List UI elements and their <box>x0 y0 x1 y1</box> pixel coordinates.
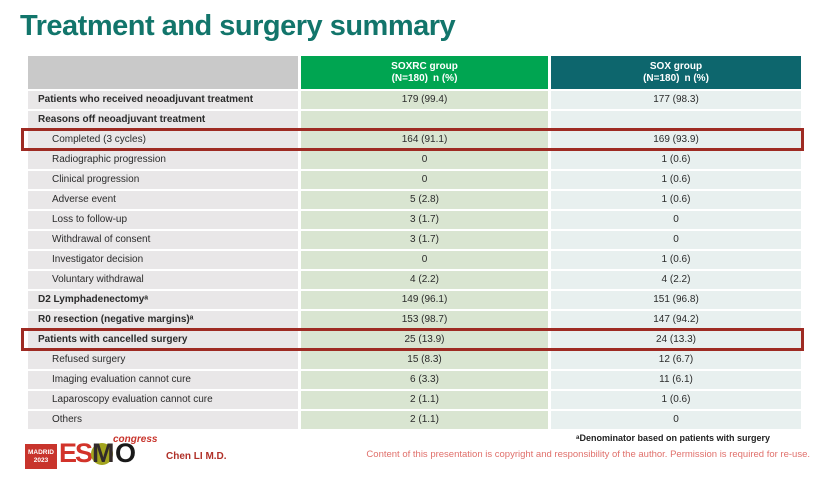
row-soxrc-value: 3 (1.7) <box>301 231 548 249</box>
soxrc-group-name: SOXRC group <box>391 60 458 72</box>
row-soxrc-value: 153 (98.7) <box>301 311 548 329</box>
row-soxrc-value: 164 (91.1) <box>301 131 548 149</box>
row-soxrc-value: 5 (2.8) <box>301 191 548 209</box>
row-label: Adverse event <box>28 191 298 209</box>
madrid-year: 2023 <box>33 456 49 464</box>
table-row: Clinical progression 0 1 (0.6) <box>28 171 801 189</box>
row-label: Reasons off neoadjuvant treatment <box>28 111 298 129</box>
esmo-letters-es: ES <box>59 438 93 468</box>
esmo-letter-m: M <box>92 438 114 468</box>
row-sox-value: 177 (98.3) <box>551 91 801 109</box>
row-label: Voluntary withdrawal <box>28 271 298 289</box>
sox-group-name: SOX group <box>649 60 703 72</box>
row-label: Investigator decision <box>28 251 298 269</box>
row-label: Loss to follow-up <box>28 211 298 229</box>
row-sox-value: 12 (6.7) <box>551 351 801 369</box>
row-label: Others <box>28 411 298 429</box>
table-row: Completed (3 cycles) 164 (91.1) 169 (93.… <box>21 128 804 151</box>
row-sox-value: 24 (13.3) <box>551 331 801 349</box>
row-label: Radiographic progression <box>28 151 298 169</box>
row-sox-value: 11 (6.1) <box>551 371 801 389</box>
soxrc-group-n: (N=180) n (%) <box>391 72 458 84</box>
table-row: Loss to follow-up 3 (1.7) 0 <box>28 211 801 229</box>
row-soxrc-value: 6 (3.3) <box>301 371 548 389</box>
esmo-letter-o: O <box>115 438 136 468</box>
table-row: Imaging evaluation cannot cure 6 (3.3) 1… <box>28 371 801 389</box>
table-row: Reasons off neoadjuvant treatment <box>28 111 801 129</box>
row-sox-value: 1 (0.6) <box>551 171 801 189</box>
table-row: Radiographic progression 0 1 (0.6) <box>28 151 801 169</box>
row-label: Imaging evaluation cannot cure <box>28 371 298 389</box>
row-soxrc-value: 2 (1.1) <box>301 391 548 409</box>
summary-table: SOXRC group (N=180) n (%) SOX group (N=1… <box>21 56 804 431</box>
table-row: R0 resection (negative margins)ᵃ 153 (98… <box>28 311 801 329</box>
table-row: Laparoscopy evaluation cannot cure 2 (1.… <box>28 391 801 409</box>
sox-group-n: (N=180) n (%) <box>643 72 709 84</box>
row-sox-value: 1 (0.6) <box>551 151 801 169</box>
madrid-2023-badge: MADRID 2023 <box>25 444 57 469</box>
table-header-soxrc-group: SOXRC group (N=180) n (%) <box>301 56 548 89</box>
row-label: D2 Lymphadenectomyᵃ <box>28 291 298 309</box>
row-soxrc-value: 179 (99.4) <box>301 91 548 109</box>
row-label: Refused surgery <box>28 351 298 369</box>
table-header-row: SOXRC group (N=180) n (%) SOX group (N=1… <box>28 56 801 89</box>
row-sox-value: 1 (0.6) <box>551 391 801 409</box>
table-body: Patients who received neoadjuvant treatm… <box>21 91 804 429</box>
row-label: Laparoscopy evaluation cannot cure <box>28 391 298 409</box>
table-row: Patients with cancelled surgery 25 (13.9… <box>21 328 804 351</box>
row-soxrc-value: 0 <box>301 171 548 189</box>
row-label: Clinical progression <box>28 171 298 189</box>
row-soxrc-value: 0 <box>301 151 548 169</box>
row-sox-value: 0 <box>551 231 801 249</box>
table-header-empty-cell <box>28 56 298 89</box>
row-sox-value: 147 (94.2) <box>551 311 801 329</box>
row-soxrc-value: 4 (2.2) <box>301 271 548 289</box>
row-soxrc-value: 0 <box>301 251 548 269</box>
row-soxrc-value: 15 (8.3) <box>301 351 548 369</box>
esmo-wordmark: ES M O <box>59 438 136 470</box>
row-label: Patients with cancelled surgery <box>28 331 298 349</box>
table-row: Voluntary withdrawal 4 (2.2) 4 (2.2) <box>28 271 801 289</box>
row-soxrc-value: 149 (96.1) <box>301 291 548 309</box>
table-row: Others 2 (1.1) 0 <box>28 411 801 429</box>
row-label: Patients who received neoadjuvant treatm… <box>28 91 298 109</box>
row-soxrc-value: 2 (1.1) <box>301 411 548 429</box>
table-header-sox-group: SOX group (N=180) n (%) <box>551 56 801 89</box>
row-sox-value: 151 (96.8) <box>551 291 801 309</box>
row-sox-value: 4 (2.2) <box>551 271 801 289</box>
table-row: Adverse event 5 (2.8) 1 (0.6) <box>28 191 801 209</box>
table-row: Refused surgery 15 (8.3) 12 (6.7) <box>28 351 801 369</box>
row-soxrc-value <box>301 111 548 129</box>
row-soxrc-value: 25 (13.9) <box>301 331 548 349</box>
row-label: Completed (3 cycles) <box>28 131 298 149</box>
esmo-green-circle-icon <box>91 443 114 465</box>
row-sox-value: 1 (0.6) <box>551 191 801 209</box>
row-label: R0 resection (negative margins)ᵃ <box>28 311 298 329</box>
row-label: Withdrawal of consent <box>28 231 298 249</box>
table-footnote: ᵃDenominator based on patients with surg… <box>576 433 770 443</box>
row-sox-value <box>551 111 801 129</box>
author-name: Chen LI M.D. <box>166 451 227 462</box>
congress-label: congress <box>113 434 158 445</box>
row-sox-value: 0 <box>551 411 801 429</box>
copyright-notice: Content of this presentation is copyrigh… <box>366 449 810 460</box>
table-row: Patients who received neoadjuvant treatm… <box>28 91 801 109</box>
table-row: Investigator decision 0 1 (0.6) <box>28 251 801 269</box>
table-row: Withdrawal of consent 3 (1.7) 0 <box>28 231 801 249</box>
madrid-label: MADRID <box>28 448 54 456</box>
row-soxrc-value: 3 (1.7) <box>301 211 548 229</box>
esmo-congress-logo: MADRID 2023 ES M O <box>25 438 136 470</box>
row-sox-value: 0 <box>551 211 801 229</box>
page-title: Treatment and surgery summary <box>20 10 456 42</box>
row-sox-value: 169 (93.9) <box>551 131 801 149</box>
table-row: D2 Lymphadenectomyᵃ 149 (96.1) 151 (96.8… <box>28 291 801 309</box>
row-sox-value: 1 (0.6) <box>551 251 801 269</box>
esmo-letter-m-wrap: M <box>91 438 115 468</box>
